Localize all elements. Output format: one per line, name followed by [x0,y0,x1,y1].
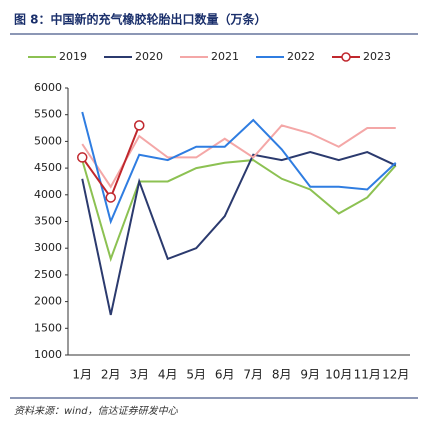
series-line [81,159,397,263]
y-tick-label: 2000 [34,295,62,308]
x-tick-label: 9月 [300,368,320,382]
point-marker [134,120,145,131]
y-tick-label: 3500 [34,215,62,228]
legend-label: 2019 [59,50,87,63]
legend-label: 2021 [211,50,239,63]
x-tick-label: 10月 [325,368,352,382]
x-tick-label: 1月 [72,368,92,382]
y-tick-label: 5000 [34,134,62,147]
y-tick-label: 6000 [34,81,62,94]
x-tick-label: 3月 [129,368,149,382]
y-tick-label: 5500 [34,108,62,121]
x-tick-label: 12月 [382,368,409,382]
y-tick-label: 4500 [34,161,62,174]
series-line [81,124,396,189]
x-tick-label: 11月 [354,368,381,382]
chart-title: 图 8：中国新的充气橡胶轮胎出口数量（万条） [14,12,267,27]
source: 资料来源：wind，信达证券研发中心 [14,405,179,417]
y-tick-label: 2500 [34,268,62,281]
x-tick-label: 4月 [158,368,178,382]
x-tick-label: 6月 [215,368,235,382]
x-tick-label: 8月 [272,368,292,382]
legend-label: 2020 [135,50,163,63]
legend-label: 2023 [363,50,391,63]
y-tick-label: 3000 [34,241,62,254]
y-tick-label: 1500 [34,321,62,334]
point-marker [77,152,88,163]
legend-marker [341,52,351,62]
x-tick-label: 5月 [186,368,206,382]
y-tick-label: 4000 [34,188,62,201]
y-tick-label: 1000 [34,348,62,361]
legend-label: 2022 [287,50,315,63]
series-line [81,151,397,316]
x-tick-label: 2月 [101,368,121,382]
series-line [81,111,397,225]
x-tick-label: 7月 [243,368,263,382]
point-marker [105,192,116,203]
